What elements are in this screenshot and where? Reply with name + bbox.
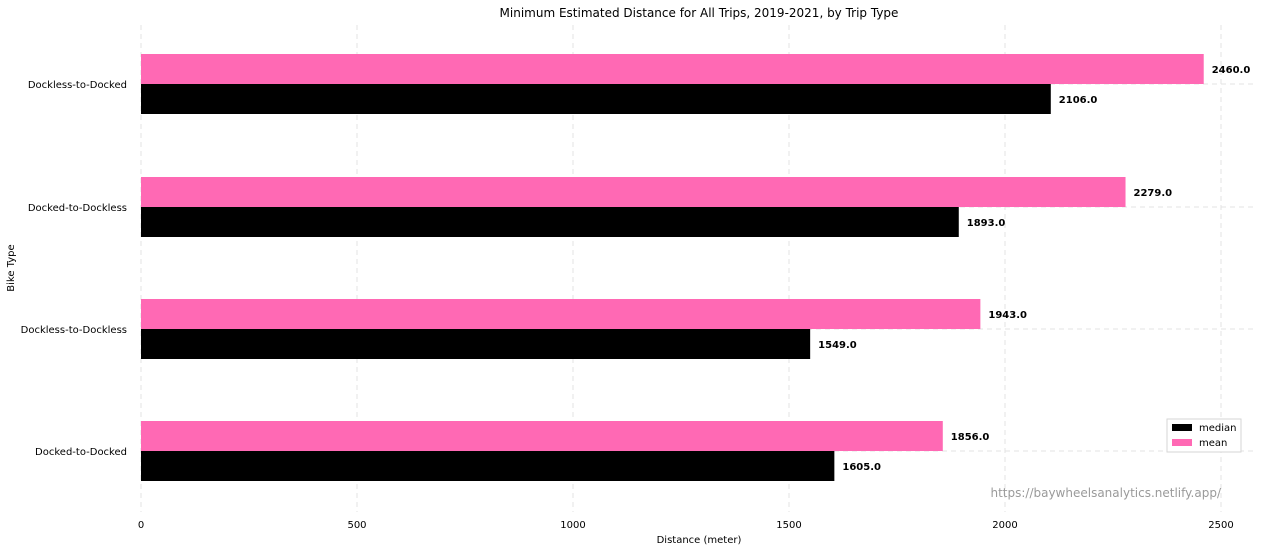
- value-label-mean-0: 1856.0: [951, 432, 990, 443]
- chart-title: Minimum Estimated Distance for All Trips…: [500, 6, 899, 20]
- value-label-median-2: 1893.0: [967, 218, 1006, 229]
- x-tick-label: 0: [138, 520, 144, 531]
- x-tick-label: 500: [347, 520, 366, 531]
- x-tick-label: 2000: [992, 520, 1017, 531]
- bar-mean-1: [141, 299, 981, 329]
- x-tick-label: 1000: [560, 520, 585, 531]
- legend-swatch-median: [1172, 424, 1192, 431]
- bar-median-2: [141, 207, 959, 237]
- bar-median-3: [141, 84, 1051, 114]
- y-axis-ticks: Docked-to-Docked Dockless-to-Dockless Dock…: [21, 80, 127, 458]
- y-tick-label: Dockless-to-Docked: [28, 80, 127, 91]
- legend-label-median: median: [1199, 423, 1237, 434]
- x-tick-label: 1500: [776, 520, 801, 531]
- x-axis-label: Distance (meter): [657, 535, 742, 546]
- bar-median-1: [141, 329, 811, 359]
- y-tick-label: Docked-to-Docked: [35, 447, 127, 458]
- bars: [141, 54, 1204, 481]
- x-axis-ticks: 0 500 1000 1500 2000 2500: [138, 520, 1234, 531]
- x-tick-label: 2500: [1208, 520, 1233, 531]
- y-tick-label: Dockless-to-Dockless: [21, 325, 127, 336]
- bar-mean-2: [141, 177, 1126, 207]
- value-label-mean-2: 2279.0: [1134, 188, 1173, 199]
- bar-mean-0: [141, 421, 943, 451]
- value-label-mean-1: 1943.0: [988, 310, 1027, 321]
- y-tick-label: Docked-to-Dockless: [28, 203, 127, 214]
- legend: median mean: [1166, 418, 1242, 453]
- y-axis-label: Bike Type: [6, 244, 17, 291]
- legend-label-mean: mean: [1199, 438, 1227, 449]
- legend-swatch-mean: [1172, 439, 1192, 446]
- bar-mean-3: [141, 54, 1204, 84]
- value-label-median-1: 1549.0: [818, 340, 857, 351]
- value-labels: 1605.0 1549.0 1893.0 2106.0 1856.0 1943.0 2279…: [818, 65, 1250, 473]
- watermark-url: https://baywheelsanalytics.netlify.app/: [990, 486, 1221, 500]
- value-label-median-0: 1605.0: [842, 462, 881, 473]
- value-label-mean-3: 2460.0: [1212, 65, 1251, 76]
- value-label-median-3: 2106.0: [1059, 95, 1098, 106]
- bar-median-0: [141, 451, 835, 481]
